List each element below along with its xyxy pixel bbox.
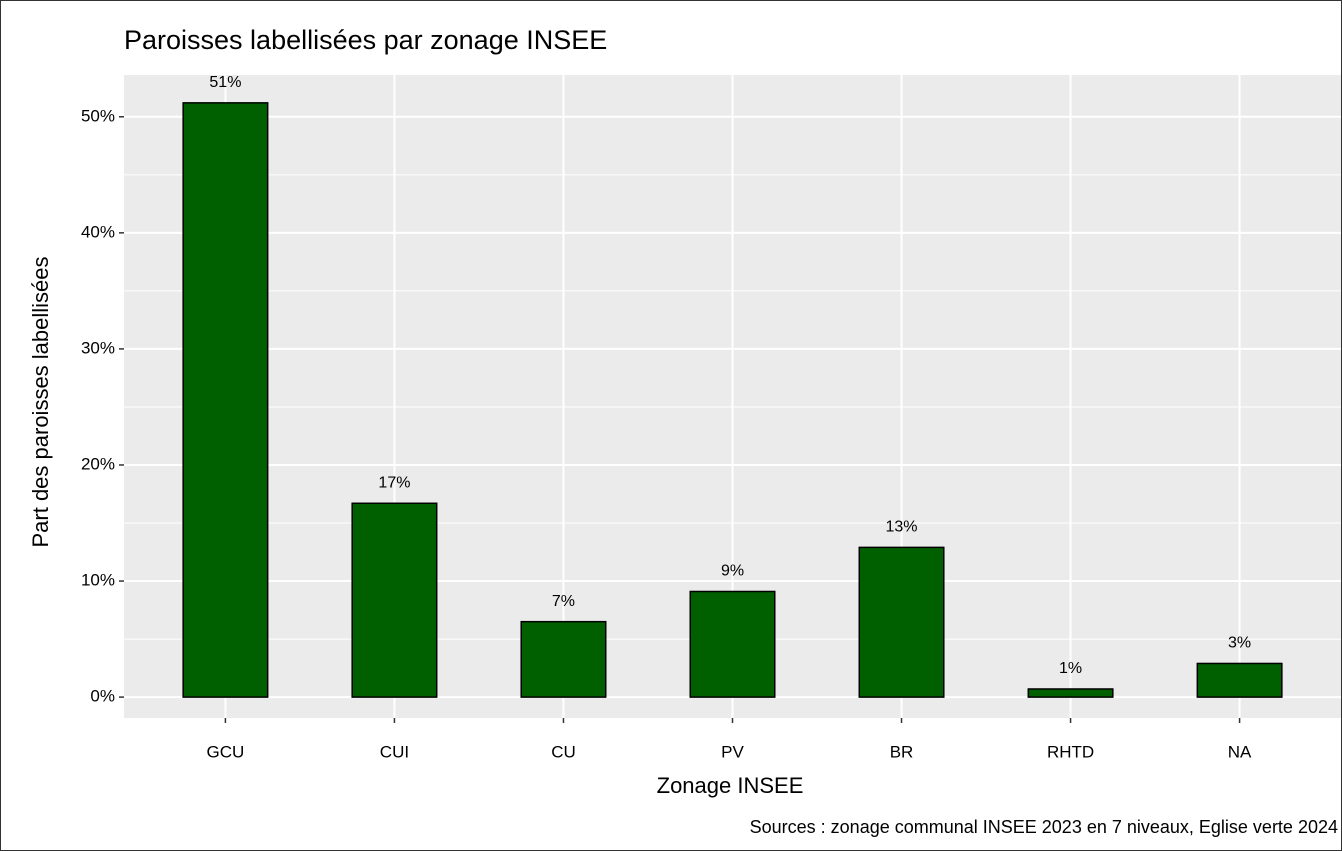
- value-label: 7%: [552, 593, 575, 610]
- x-tick-label: NA: [1228, 742, 1252, 761]
- chart-title: Paroisses labellisées par zonage INSEE: [124, 25, 607, 55]
- y-tick-label: 10%: [81, 571, 115, 590]
- bar: [858, 546, 945, 698]
- bar: [520, 620, 607, 698]
- bar: [689, 590, 776, 698]
- x-tick-label: CUI: [380, 742, 409, 761]
- value-label: 3%: [1228, 635, 1251, 652]
- bar: [1027, 688, 1114, 698]
- y-tick-label: 50%: [81, 106, 115, 125]
- x-tick-label: PV: [721, 742, 744, 761]
- x-tick-label: RHTD: [1047, 742, 1094, 761]
- value-label: 51%: [209, 74, 241, 91]
- x-axis-label: Zonage INSEE: [657, 773, 804, 798]
- value-label: 1%: [1059, 660, 1082, 677]
- value-label: 9%: [721, 563, 744, 580]
- y-tick-label: 40%: [81, 222, 115, 241]
- bar: [182, 102, 269, 698]
- bar: [1196, 662, 1283, 698]
- bar: [351, 502, 438, 698]
- y-axis-label: Part des paroisses labellisées: [28, 256, 53, 547]
- y-tick-label: 30%: [81, 338, 115, 357]
- x-tick-label: BR: [890, 742, 914, 761]
- y-tick-label: 20%: [81, 454, 115, 473]
- caption: Sources : zonage communal INSEE 2023 en …: [750, 817, 1338, 837]
- value-label: 17%: [378, 474, 410, 491]
- y-tick-label: 0%: [90, 687, 115, 706]
- x-tick-label: CU: [551, 742, 576, 761]
- x-tick-label: GCU: [207, 742, 245, 761]
- value-label: 13%: [886, 519, 918, 536]
